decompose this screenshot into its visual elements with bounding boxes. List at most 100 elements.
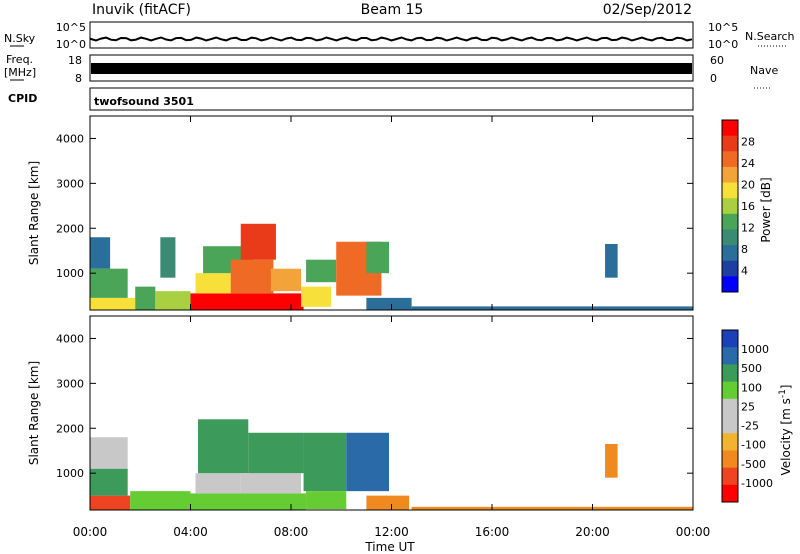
freq-panel: Freq. [MHz] 18 8 60 0 Nave <box>4 53 778 89</box>
x-tick-label: 12:00 <box>374 525 409 539</box>
freq-trace <box>91 66 692 74</box>
y-tick-label: 4000 <box>56 132 84 145</box>
colorbar-tick-label: -1000 <box>741 477 773 490</box>
colorbar-segment <box>722 245 738 262</box>
x-tick-label: 08:00 <box>274 525 309 539</box>
colorbar-tick-label: 12 <box>741 222 755 235</box>
y-tick-label: 4000 <box>56 332 84 345</box>
scatter-region <box>366 241 389 274</box>
colorbar-tick-label: 25 <box>741 400 755 413</box>
colorbar-tick-label: 28 <box>741 136 755 149</box>
beam-title: Beam 15 <box>361 2 424 18</box>
nsky-label: N.Sky <box>4 32 36 45</box>
date-title: 02/Sep/2012 <box>603 2 692 18</box>
velocity-heatmap-cells <box>90 419 693 510</box>
freq-frame <box>89 54 694 82</box>
colorbar-segment <box>722 381 738 400</box>
scatter-region <box>306 259 337 283</box>
colorbar-tick-label: -25 <box>741 420 759 433</box>
y-tick-label: 3000 <box>56 177 84 190</box>
scatter-region <box>240 473 302 494</box>
scatter-region <box>195 473 241 494</box>
colorbar-segment <box>722 484 738 503</box>
x-tick-label: 16:00 <box>475 525 510 539</box>
x-tick-label: 00:00 <box>73 525 108 539</box>
colorbar-tick-label: 1000 <box>741 343 769 356</box>
colorbar-tick-label: 20 <box>741 179 755 192</box>
scatter-region <box>605 443 618 478</box>
scatter-region <box>195 273 231 294</box>
velocity-y-axis: 1000 2000 3000 4000 <box>56 332 693 480</box>
y-tick-label: 2000 <box>56 422 84 435</box>
colorbar-segment <box>722 198 738 215</box>
colorbar-tick-label: 16 <box>741 200 755 213</box>
colorbar-segment <box>722 151 738 168</box>
nsearch-tick-bottom: 10^0 <box>708 38 738 51</box>
nave-tick-bottom: 0 <box>710 72 717 85</box>
cpid-frame <box>89 87 694 111</box>
scatter-region <box>130 491 191 510</box>
colorbar-tick-label: -100 <box>741 439 766 452</box>
velocity-y-axis-label: Slant Range [km] <box>27 361 41 465</box>
velocity-frame <box>89 315 694 511</box>
colorbar-segment <box>722 467 738 486</box>
colorbar-segment <box>722 330 738 348</box>
scatter-region <box>90 237 111 269</box>
scatter-region <box>155 291 191 310</box>
power-chart: 1000 2000 3000 4000 Slant Range [km] 28 24 20… <box>27 115 773 311</box>
y-tick-label: 2000 <box>56 222 84 235</box>
colorbar-tick-label: 100 <box>741 381 762 394</box>
scatter-region <box>190 293 304 310</box>
velocity-colorbar: 1000 500 100 25 -25 -100 -500 -1000 <box>721 329 773 503</box>
colorbar-tick-label: 24 <box>741 157 755 170</box>
nsky-line <box>90 36 693 42</box>
x-tick-label: 20:00 <box>575 525 610 539</box>
colorbar-segment <box>722 166 738 184</box>
colorbar-segment <box>722 229 738 246</box>
scatter-region <box>230 259 274 294</box>
colorbar-tick-label: 500 <box>741 362 762 375</box>
power-heatmap-cells <box>90 223 693 310</box>
colorbar-segment <box>722 433 738 451</box>
scatter-region <box>90 297 136 310</box>
scatter-region <box>248 432 304 474</box>
scatter-region <box>90 468 128 496</box>
scatter-region <box>90 437 128 469</box>
nsky-frame <box>89 21 694 49</box>
colorbar-segment <box>722 135 738 152</box>
colorbar-segment <box>722 398 738 417</box>
nave-label: Nave <box>750 64 778 77</box>
scatter-region <box>411 506 693 510</box>
velocity-colorbar-label: Velocity [m s-1] <box>778 385 793 476</box>
nsky-panel: N.Sky 10^5 10^0 10^5 10^0 N.Search <box>4 21 795 51</box>
freq-tick-bottom: 8 <box>75 72 82 85</box>
nave-tick-top: 60 <box>710 54 724 67</box>
scatter-region <box>190 493 307 510</box>
scatter-region <box>135 286 156 310</box>
colorbar-segment <box>722 450 738 469</box>
nsky-tick-bottom: 10^0 <box>56 38 86 51</box>
scatter-region <box>366 495 410 510</box>
scatter-region <box>90 495 131 510</box>
power-y-axis: 1000 2000 3000 4000 <box>56 132 693 280</box>
y-tick-label: 3000 <box>56 377 84 390</box>
nsearch-label: N.Search <box>745 30 795 43</box>
colorbar-segment <box>722 182 738 199</box>
scatter-region <box>270 268 302 292</box>
power-x-ticks <box>89 116 694 310</box>
colorbar-segment <box>722 260 738 277</box>
cpid-value: twofsound 3501 <box>94 95 194 108</box>
nsky-trace <box>90 36 693 42</box>
cpid-label: CPID <box>8 92 37 105</box>
station-title: Inuvik (fitACF) <box>92 2 191 18</box>
scatter-region <box>346 432 389 492</box>
scatter-region <box>605 243 618 278</box>
scatter-region <box>160 237 176 278</box>
colorbar-segment <box>722 120 738 137</box>
freq-tick-top: 18 <box>68 54 82 67</box>
colorbar-tick-label: -500 <box>741 458 766 471</box>
scatter-region <box>301 286 332 307</box>
scatter-region <box>411 306 693 310</box>
cpid-panel: CPID twofsound 3501 <box>8 87 694 111</box>
colorbar-segment <box>722 276 738 293</box>
